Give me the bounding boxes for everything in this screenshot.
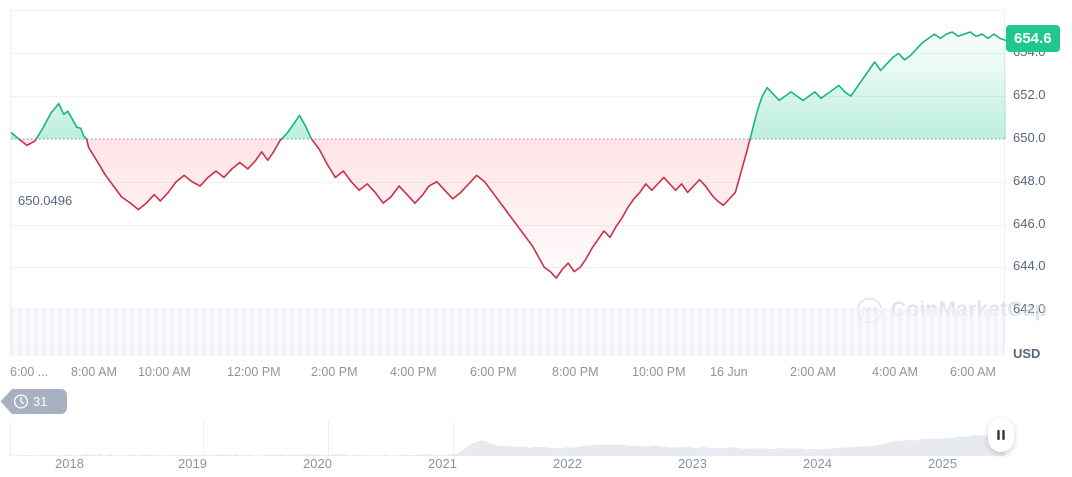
svg-text:31: 31 xyxy=(33,394,47,409)
